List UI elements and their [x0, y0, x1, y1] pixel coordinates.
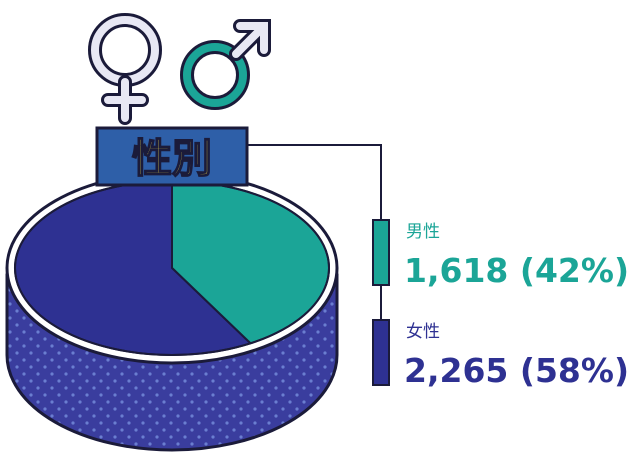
- page: {"chart_data": {"type": "pie", "title": …: [0, 0, 637, 459]
- pie: [15, 181, 329, 355]
- female-symbol: [95, 20, 155, 118]
- legend-label: 男性: [406, 222, 440, 242]
- male-symbol: [187, 26, 264, 103]
- chart-title: 性別: [132, 136, 212, 182]
- legend-label: 女性: [406, 322, 440, 342]
- legend-swatch: [373, 220, 389, 285]
- value-label: 2,265 (58%): [404, 351, 629, 390]
- legend: 男性 1,618 (42%) 女性 2,265 (58%): [373, 220, 629, 390]
- chart: 性別 男性 1,618 (42%) 女性 2,265 (58%): [0, 0, 637, 459]
- legend-swatch: [373, 320, 389, 385]
- value-label: 1,618 (42%): [404, 251, 629, 290]
